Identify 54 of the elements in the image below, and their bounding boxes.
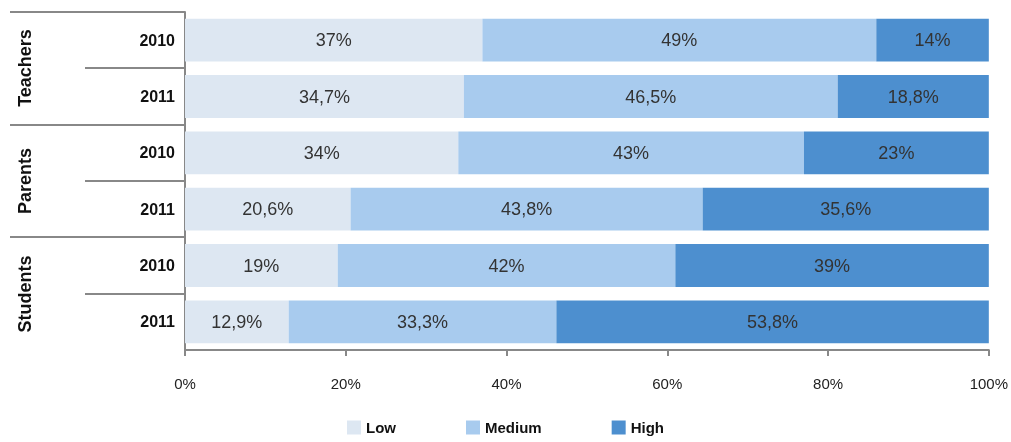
x-tick-label: 100%: [969, 375, 1009, 392]
data-label: 42%: [488, 255, 525, 276]
bar: [185, 131, 459, 175]
data-label: 49%: [661, 30, 698, 51]
y-tick-label: 2011: [140, 313, 176, 331]
bar: [185, 244, 338, 287]
data-label: 46,5%: [625, 86, 677, 107]
bar: [458, 131, 804, 175]
data-label: 14%: [914, 30, 951, 51]
legend-label: High: [630, 419, 664, 436]
x-tick-label: 0%: [174, 375, 196, 392]
data-label: 20,6%: [242, 199, 294, 220]
y-tick-label: 2010: [139, 31, 176, 49]
data-label: 19%: [243, 255, 280, 276]
bar: [288, 300, 557, 344]
data-label: 37%: [315, 30, 352, 51]
y-tick-label: 2011: [140, 88, 176, 105]
bar: [185, 75, 464, 118]
x-tick-label: 20%: [330, 375, 361, 392]
data-label: 23%: [878, 142, 915, 163]
bar: [556, 300, 989, 344]
data-label: 39%: [814, 255, 851, 276]
text: Parents: [14, 147, 36, 215]
legend-label: Medium: [485, 419, 542, 436]
data-label: 18,8%: [887, 86, 939, 107]
y-tick-label: 2011: [140, 200, 176, 218]
data-label: 35,6%: [820, 199, 872, 220]
bar: [185, 300, 289, 344]
data-label: 43%: [613, 142, 650, 163]
data-label: 34%: [303, 142, 340, 163]
text: Students: [14, 255, 36, 333]
text: Teachers: [14, 29, 36, 108]
bar: [702, 187, 989, 231]
bar: [463, 75, 838, 118]
bar: [482, 18, 877, 62]
y-tick-label: 2010: [139, 257, 176, 274]
legend-label: Low: [366, 419, 397, 436]
bar: [837, 75, 989, 118]
bar: [185, 18, 483, 62]
data-label: 43,8%: [501, 199, 553, 220]
y-tick-label: 2010: [139, 144, 176, 162]
x-tick-label: 80%: [813, 375, 844, 392]
bar: [350, 187, 703, 231]
data-label: 33,3%: [397, 311, 449, 332]
bar: [803, 131, 989, 175]
data-label: 12,9%: [211, 311, 263, 332]
bar: [675, 244, 989, 287]
bar: [876, 18, 989, 62]
bar: [185, 187, 351, 231]
x-tick-label: 60%: [652, 375, 683, 392]
bar: [337, 244, 676, 287]
data-label: 34,7%: [298, 86, 350, 107]
data-label: 53,8%: [747, 311, 799, 332]
x-tick-label: 40%: [491, 375, 522, 392]
